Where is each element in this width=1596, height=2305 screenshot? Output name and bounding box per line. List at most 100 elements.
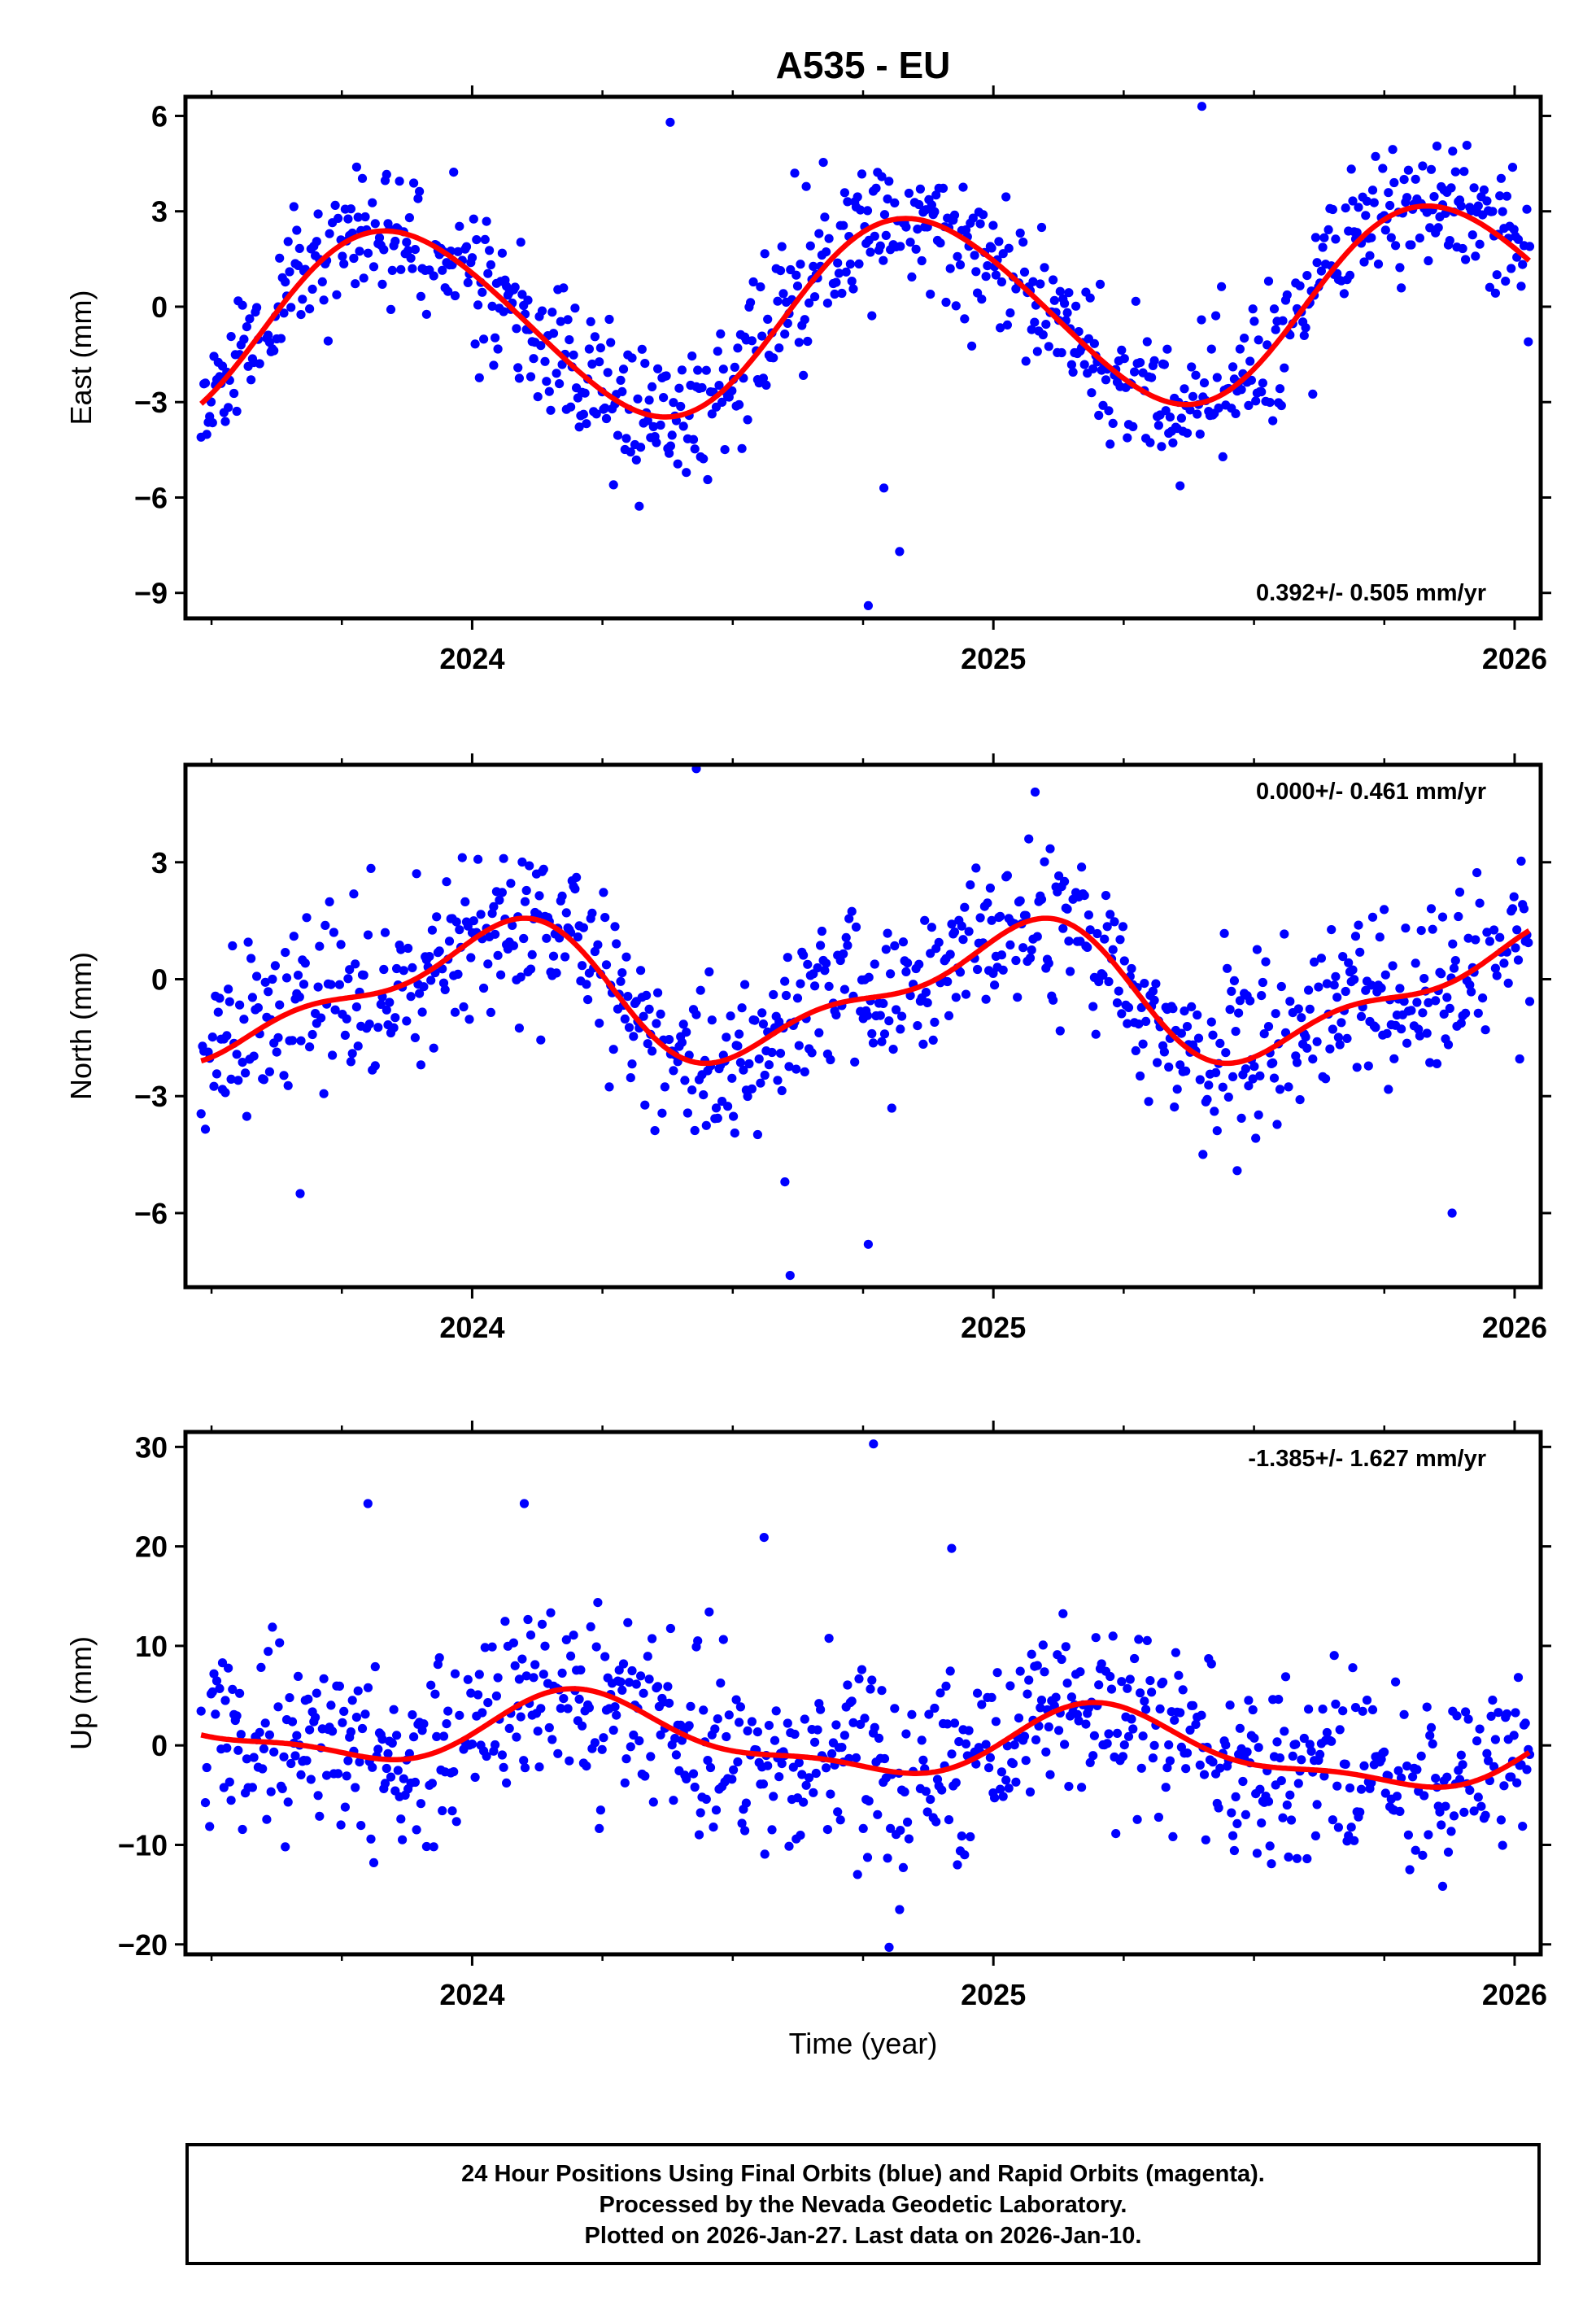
data-point (1345, 1783, 1355, 1793)
data-point (1074, 1716, 1084, 1726)
data-point (387, 1738, 397, 1748)
data-point (1195, 1075, 1205, 1085)
data-point (1051, 1692, 1061, 1702)
data-point (953, 251, 962, 261)
data-point (1344, 958, 1354, 967)
data-point (1472, 868, 1482, 878)
data-point (580, 388, 590, 398)
data-point (1280, 363, 1289, 373)
data-point (293, 260, 303, 270)
data-point (1215, 1763, 1225, 1773)
data-point (1454, 911, 1463, 922)
north-y-tick-label: 0 (151, 963, 168, 997)
data-point (1242, 1747, 1252, 1757)
data-point (239, 1015, 249, 1024)
data-point (896, 242, 905, 251)
data-point (1418, 1850, 1428, 1860)
data-point (281, 277, 290, 287)
data-point (1432, 142, 1442, 151)
data-point (351, 279, 360, 289)
data-point (477, 1708, 487, 1718)
data-point (440, 984, 450, 994)
data-point (826, 1789, 835, 1799)
data-point (336, 940, 346, 950)
data-point (1397, 1024, 1406, 1034)
data-point (1418, 161, 1428, 171)
data-point (217, 1658, 228, 1668)
data-point (313, 1791, 323, 1801)
data-point (283, 1797, 293, 1807)
data-point (1168, 1831, 1178, 1841)
data-point (1049, 995, 1058, 1005)
data-point (935, 238, 945, 248)
data-point (1005, 308, 1015, 318)
data-point (1057, 347, 1066, 358)
data-point (984, 1763, 994, 1773)
data-point (500, 1617, 510, 1626)
data-point (209, 1081, 219, 1091)
data-point (1176, 1028, 1186, 1038)
data-point (1159, 360, 1169, 369)
data-point (1391, 241, 1401, 251)
data-point (879, 1029, 890, 1039)
data-point (497, 1750, 508, 1760)
data-point (730, 1128, 739, 1138)
data-point (516, 1712, 525, 1722)
data-point (1449, 1811, 1459, 1821)
data-point (1214, 1803, 1223, 1813)
data-point (1164, 1740, 1174, 1750)
data-point (1306, 1746, 1316, 1756)
data-point (295, 1189, 305, 1198)
data-point (1263, 277, 1274, 286)
data-point (805, 1773, 814, 1783)
data-point (677, 365, 687, 375)
data-point (769, 353, 778, 363)
data-point (334, 980, 344, 989)
data-point (1210, 1107, 1219, 1116)
data-point (786, 264, 796, 275)
data-point (704, 1607, 714, 1617)
data-point (975, 219, 985, 229)
data-point (466, 953, 476, 963)
data-point (857, 169, 867, 179)
up-y-axis-label: Up (mm) (64, 1636, 98, 1750)
data-point (810, 1737, 820, 1747)
data-point (1467, 987, 1476, 997)
data-point (1284, 1082, 1293, 1092)
data-point (1211, 311, 1221, 321)
data-point (1329, 1651, 1339, 1661)
data-point (610, 1702, 620, 1712)
data-point (951, 301, 961, 311)
data-point (604, 1082, 614, 1092)
data-point (824, 1634, 834, 1644)
data-point (356, 1821, 366, 1831)
data-point (357, 1723, 368, 1734)
data-point (497, 888, 508, 897)
data-point (717, 397, 727, 407)
data-point (486, 1007, 496, 1017)
data-point (606, 338, 616, 347)
data-point (620, 1778, 630, 1788)
data-point (315, 941, 325, 951)
data-point (847, 277, 857, 286)
data-point (917, 255, 927, 266)
data-point (701, 1120, 711, 1130)
data-point (386, 1772, 396, 1782)
data-point (831, 277, 841, 287)
data-point (783, 953, 792, 963)
data-point (359, 970, 368, 980)
data-point (403, 943, 413, 954)
data-point (1168, 1004, 1178, 1014)
data-point (1371, 1023, 1380, 1032)
data-point (961, 1739, 971, 1748)
data-point (483, 959, 493, 969)
data-point (777, 1759, 787, 1769)
data-point (1161, 1783, 1171, 1792)
data-point (949, 927, 960, 936)
data-point (196, 1109, 206, 1119)
data-point (1117, 1677, 1127, 1687)
data-point (370, 1661, 380, 1672)
data-point (1280, 929, 1289, 939)
